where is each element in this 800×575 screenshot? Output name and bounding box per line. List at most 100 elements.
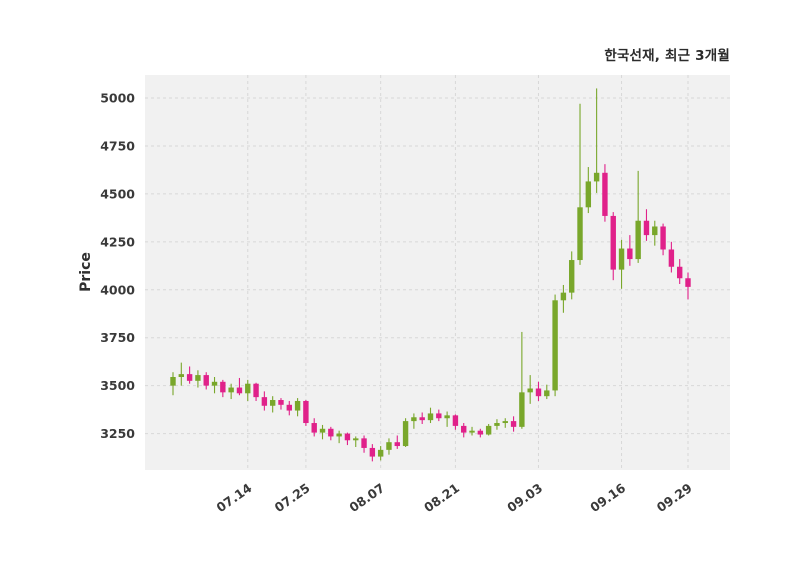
candle	[527, 375, 533, 404]
candle-body	[203, 375, 209, 386]
candle-body	[610, 215, 616, 270]
candle	[369, 444, 376, 462]
candle-body	[336, 433, 342, 437]
candle-body	[560, 292, 567, 301]
y-tick-label: 3500	[100, 378, 135, 393]
y-tick-labels: 3250 3500 3750 4000 4250 4500 4750 5000	[100, 91, 135, 442]
candle	[510, 416, 517, 432]
candle-body	[286, 404, 292, 411]
candle	[211, 377, 218, 394]
candle-body	[477, 430, 484, 435]
candle-body	[269, 400, 276, 406]
candle-body	[294, 400, 301, 411]
candle-body	[228, 387, 234, 393]
x-tick-labels: 07.14 07.25 08.07 08.21 09.03 09.16 09.29	[213, 480, 694, 515]
candle	[452, 414, 459, 430]
candle-body	[668, 249, 675, 267]
candle	[585, 167, 592, 214]
candle	[643, 209, 650, 241]
y-tick-label: 4750	[100, 138, 135, 153]
candle-body	[461, 425, 467, 433]
candle-body	[394, 442, 400, 447]
candle	[660, 223, 666, 256]
candle-body	[552, 300, 558, 391]
candle	[610, 212, 616, 281]
candle	[278, 398, 284, 410]
candle-body	[377, 449, 384, 457]
candle-body	[577, 207, 583, 261]
x-tick-label: 09.29	[654, 480, 695, 515]
y-tick-label: 4500	[100, 186, 135, 201]
candle-body	[485, 425, 492, 435]
candle	[519, 331, 525, 429]
candle-body	[344, 433, 351, 441]
x-tick-label: 07.25	[272, 480, 313, 515]
candle	[560, 284, 567, 313]
grid-lines	[145, 75, 730, 470]
candle	[627, 235, 633, 266]
candle	[253, 382, 259, 401]
candle	[319, 424, 326, 440]
candle	[444, 411, 450, 427]
x-tick-label: 09.03	[504, 480, 545, 515]
candle-body	[635, 220, 641, 260]
x-tick-label: 08.21	[421, 480, 462, 515]
candle-body	[627, 248, 633, 260]
candle-body	[427, 413, 434, 421]
y-axis-label: Price	[78, 252, 94, 292]
candle	[668, 241, 675, 273]
y-tick-label: 4250	[100, 234, 135, 249]
candle-body	[685, 278, 691, 287]
candle	[427, 407, 434, 424]
candle	[477, 428, 484, 438]
candle	[485, 423, 492, 436]
candle	[618, 239, 625, 289]
candle	[494, 419, 500, 430]
candle	[436, 409, 442, 422]
candle	[328, 426, 334, 441]
candle-body	[502, 421, 508, 424]
candle	[569, 251, 575, 300]
candle	[419, 412, 425, 424]
candle-body	[510, 421, 517, 427]
candle	[269, 396, 276, 413]
candle	[593, 88, 600, 193]
candle	[186, 366, 193, 384]
candle	[535, 381, 542, 401]
candle	[178, 362, 185, 386]
candle	[294, 398, 301, 417]
candle-body	[593, 172, 600, 182]
candle-body	[569, 260, 575, 293]
candle	[602, 164, 608, 222]
candle	[303, 400, 309, 426]
plot-background	[145, 75, 730, 470]
y-tick-label: 3250	[100, 426, 135, 441]
x-tick-label: 08.07	[346, 480, 387, 515]
candle	[170, 372, 176, 396]
candle	[361, 435, 367, 453]
candle	[676, 259, 683, 285]
candle	[311, 418, 317, 437]
candle	[652, 220, 658, 246]
candle-body	[643, 220, 650, 236]
candle	[344, 432, 351, 446]
candle	[286, 400, 292, 416]
candle	[635, 170, 641, 263]
candles-group	[170, 88, 691, 462]
candle	[552, 294, 558, 397]
candle-body	[253, 383, 259, 398]
candle-body	[170, 377, 176, 386]
candle-body	[452, 415, 459, 426]
candle-body	[328, 428, 334, 437]
candle	[261, 391, 268, 411]
candle	[203, 372, 209, 390]
candle-body	[402, 421, 409, 447]
candle-body	[469, 430, 475, 433]
candle	[245, 379, 251, 401]
candle-body	[353, 438, 359, 441]
candle-body	[261, 397, 268, 406]
candle	[411, 413, 417, 429]
candle	[353, 436, 359, 447]
candle	[685, 272, 691, 300]
candle	[402, 418, 409, 447]
